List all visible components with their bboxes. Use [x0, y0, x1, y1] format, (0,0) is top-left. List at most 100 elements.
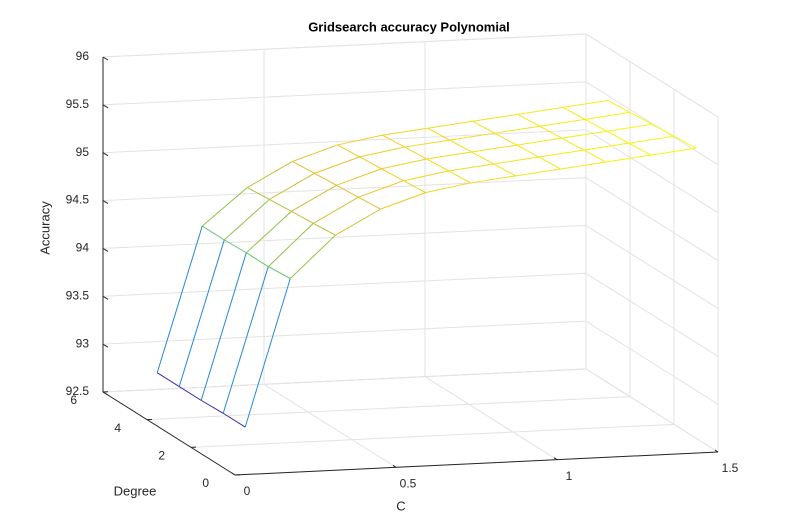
mesh-edge: [201, 187, 248, 227]
mesh-edge: [336, 168, 382, 186]
mesh-edge: [425, 182, 471, 194]
z-tick-label: 95.5: [66, 97, 90, 111]
mesh-edge: [448, 163, 494, 172]
mesh-edge: [605, 154, 651, 163]
grid-line: [102, 33, 587, 58]
z-tick: [102, 200, 109, 205]
mesh-edge: [651, 123, 675, 137]
mesh-edge: [291, 210, 314, 224]
mesh-edge: [493, 156, 539, 165]
mesh-edge: [314, 172, 337, 186]
z-tick-label: 95: [76, 145, 90, 159]
z-tick: [102, 295, 109, 300]
mesh-edge: [517, 113, 541, 127]
mesh-edge: [268, 266, 291, 279]
mesh-edge: [403, 170, 449, 182]
z-tick: [102, 391, 109, 396]
mesh-edge: [244, 278, 291, 428]
mesh-edge: [628, 142, 652, 156]
mesh-edge: [471, 144, 517, 153]
mesh-edge: [292, 161, 315, 174]
mesh-edge: [448, 170, 471, 184]
mesh-edge: [650, 147, 697, 156]
mesh-edge: [359, 146, 405, 158]
y-tick-label: 4: [114, 421, 121, 435]
mesh-edge: [313, 222, 336, 236]
mesh-edge: [449, 139, 472, 153]
mesh-edge: [517, 106, 563, 115]
grid-line: [585, 368, 719, 453]
mesh-edge: [335, 208, 381, 236]
grid-line: [263, 383, 397, 468]
mesh-edge: [583, 142, 629, 151]
z-tick: [102, 247, 109, 252]
mesh-edge: [289, 234, 336, 279]
x-tick: [714, 449, 719, 453]
mesh-edge: [562, 99, 609, 108]
x-tick: [231, 472, 236, 476]
z-tick: [102, 104, 109, 109]
mesh-edge: [583, 149, 607, 163]
mesh-edge: [337, 144, 360, 158]
mesh-edge: [381, 168, 404, 182]
mesh-edge: [292, 144, 338, 162]
z-tick-label: 93: [76, 336, 90, 350]
z-tick: [102, 343, 109, 348]
y-axis-label: Degree: [114, 483, 157, 498]
mesh-edge: [245, 210, 292, 254]
grid-line: [585, 129, 719, 214]
mesh-edge: [269, 172, 315, 200]
mesh-edge: [673, 135, 697, 149]
mesh-edge: [426, 158, 449, 172]
grid-line: [102, 129, 587, 154]
mesh-edge: [427, 120, 473, 129]
mesh-edge: [202, 225, 225, 241]
mesh-edge: [246, 252, 269, 268]
mesh-edge: [426, 151, 472, 160]
mesh-edge: [562, 106, 586, 120]
mesh-edge: [200, 252, 247, 401]
mesh-edge: [267, 222, 314, 267]
mesh-edge: [538, 156, 561, 170]
mesh-edge: [404, 139, 450, 148]
mesh-edge: [606, 123, 653, 132]
z-axis-label: Accuracy: [37, 201, 52, 255]
grid-line: [585, 272, 719, 357]
mesh-edge: [629, 111, 653, 125]
mesh-edge: [472, 120, 495, 134]
grid-line: [102, 81, 587, 106]
mesh-edge: [222, 412, 246, 428]
grid-line: [102, 320, 587, 345]
x-tick-label: 0.5: [400, 477, 417, 491]
mesh-edge: [336, 184, 359, 198]
mesh-edge: [358, 180, 404, 198]
mesh-edge: [223, 199, 270, 241]
mesh-edge: [178, 386, 202, 401]
y-tick-label: 6: [70, 393, 77, 407]
mesh-edge: [561, 137, 585, 151]
x-axis-line: [234, 451, 719, 476]
mesh-edge: [606, 130, 630, 144]
mesh-edge: [313, 196, 359, 224]
mesh-edge: [515, 168, 561, 177]
mesh-edge: [538, 149, 584, 158]
x-tick-label: 1: [566, 469, 573, 483]
mesh-edge: [607, 100, 631, 113]
z-tick-label: 94: [76, 241, 90, 255]
mesh-edge: [358, 196, 381, 210]
grid-line: [146, 396, 631, 421]
grid-line: [585, 320, 719, 405]
mesh-edge: [472, 113, 518, 122]
mesh-edge: [247, 187, 270, 200]
x-axis-label: C: [396, 498, 405, 513]
mesh-edge: [200, 399, 224, 414]
z-tick: [102, 56, 109, 61]
z-tick-label: 93.5: [66, 288, 90, 302]
mesh-edge: [314, 156, 360, 174]
mesh-edge: [470, 175, 516, 184]
mesh-edge: [516, 137, 562, 146]
y-axis-line: [102, 391, 236, 476]
mesh-edge: [494, 125, 540, 134]
mesh-edge: [382, 127, 428, 136]
grid-line: [102, 224, 587, 249]
